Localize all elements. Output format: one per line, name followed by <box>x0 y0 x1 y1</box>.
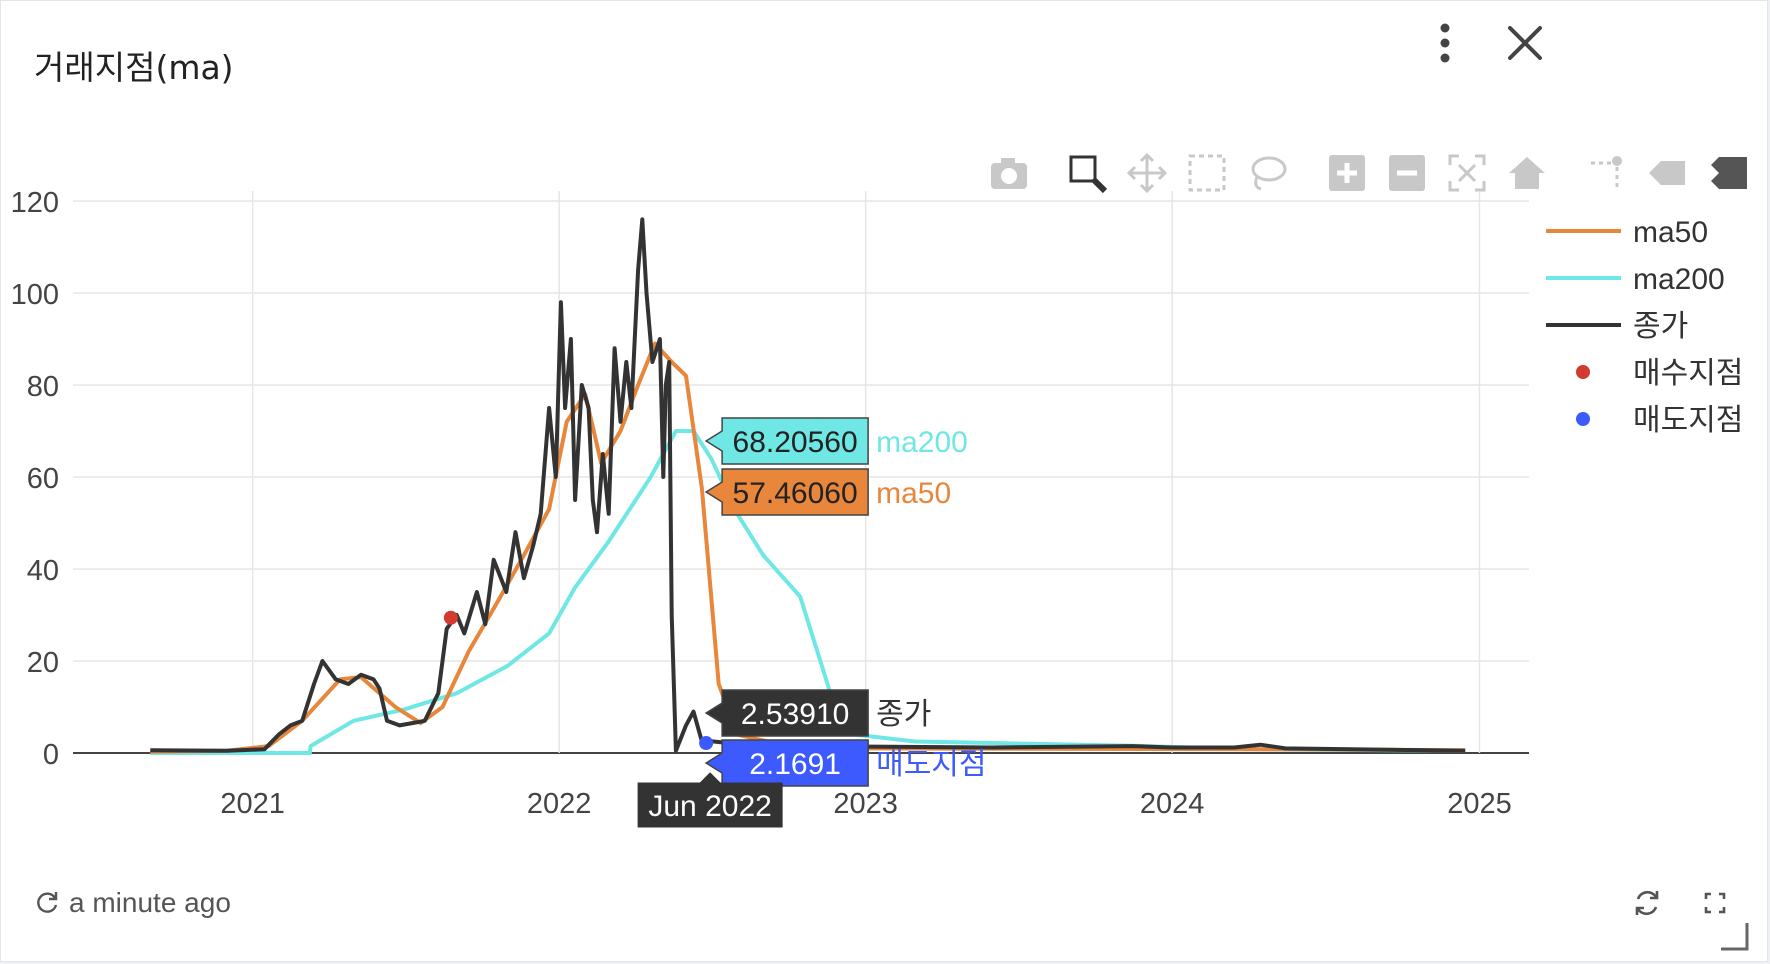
last-updated-text: a minute ago <box>69 887 231 918</box>
legend-item[interactable]: 매수지점 <box>1576 357 1743 390</box>
legend-item[interactable]: ma200 <box>1546 263 1725 296</box>
camera-icon[interactable] <box>991 158 1027 189</box>
x-tick-label: 2022 <box>527 788 592 820</box>
hover-box <box>704 417 869 465</box>
refresh-small-icon <box>37 892 58 913</box>
legend-label: 매수지점 <box>1633 357 1743 390</box>
zoom-out-icon[interactable] <box>1389 155 1425 191</box>
marker-point[interactable] <box>443 610 458 625</box>
x-tick-label: 2021 <box>220 788 285 820</box>
marker-point[interactable] <box>699 736 714 751</box>
legend-label: ma50 <box>1633 216 1708 249</box>
hover-value: 68.20560 <box>733 426 858 459</box>
zoom-in-icon[interactable] <box>1329 155 1365 191</box>
legend-swatch <box>1576 412 1590 426</box>
hover-layer: 68.20560 ma200 57.46060 ma50 2.53910 종가 2.1691… <box>637 417 987 828</box>
hover-value: 2.53910 <box>741 698 849 731</box>
hover-series-name: ma200 <box>876 426 968 459</box>
x-tick-label: 2025 <box>1447 788 1512 820</box>
y-tick-label: 40 <box>27 555 59 587</box>
close-icon[interactable] <box>1501 19 1549 67</box>
legend-item[interactable]: ma50 <box>1546 216 1708 249</box>
legend-item[interactable]: 매도지점 <box>1576 404 1743 437</box>
pan-icon[interactable] <box>1126 152 1168 194</box>
widget-title: 거래지점(ma) <box>34 48 234 87</box>
series-line <box>150 217 1466 753</box>
legend-label: 종가 <box>1633 310 1688 343</box>
hover-series-name: ma50 <box>876 477 951 510</box>
y-tick-label: 100 <box>11 279 59 311</box>
y-tick-label: 60 <box>27 463 59 495</box>
legend-label: 매도지점 <box>1633 404 1743 437</box>
hover-closest-icon[interactable] <box>1649 161 1685 185</box>
legend-item[interactable]: 종가 <box>1546 310 1688 343</box>
hover-box <box>704 689 869 737</box>
hover-series-name: 종가 <box>876 698 931 731</box>
hover-box <box>704 468 869 516</box>
x-tick-label: 2023 <box>833 788 898 820</box>
last-updated: a minute ago <box>35 887 231 919</box>
hover-value: 2.1691 <box>749 748 841 781</box>
chart-axes: 0 20 40 60 80 100 120 2021 2022 2023 2024 2025 <box>11 187 1512 820</box>
y-tick-label: 80 <box>27 371 59 403</box>
hover-x-label: Jun 2022 <box>648 790 771 823</box>
x-tick-label: 2024 <box>1140 788 1205 820</box>
y-tick-label: 20 <box>27 647 59 679</box>
y-tick-label: 0 <box>43 739 59 771</box>
y-tick-label: 120 <box>11 187 59 219</box>
refresh-icon[interactable] <box>1629 885 1665 921</box>
legend-label: ma200 <box>1633 263 1725 296</box>
zoom-icon[interactable] <box>1069 155 1108 194</box>
chart-toolbar <box>991 152 1747 194</box>
fullscreen-icon[interactable] <box>1697 885 1733 921</box>
lasso-select-icon[interactable] <box>1251 156 1287 191</box>
hover-value: 57.46060 <box>733 477 858 510</box>
resize-corner-icon[interactable] <box>1719 921 1749 951</box>
autoscale-icon[interactable] <box>1448 154 1486 192</box>
spike-lines-icon[interactable] <box>1591 156 1622 191</box>
hover-compare-icon[interactable] <box>1711 157 1747 189</box>
hover-box <box>704 739 869 787</box>
box-select-icon[interactable] <box>1188 154 1226 192</box>
chart: 0 20 40 60 80 100 120 2021 2022 2023 2024 2025 68.2… <box>11 152 1747 828</box>
legend-swatch <box>1576 365 1590 379</box>
reset-axes-icon[interactable] <box>1509 157 1545 189</box>
hover-series-name: 매도지점 <box>876 748 986 781</box>
more-vertical-icon[interactable] <box>1421 19 1469 67</box>
hover-x-box <box>637 772 783 828</box>
